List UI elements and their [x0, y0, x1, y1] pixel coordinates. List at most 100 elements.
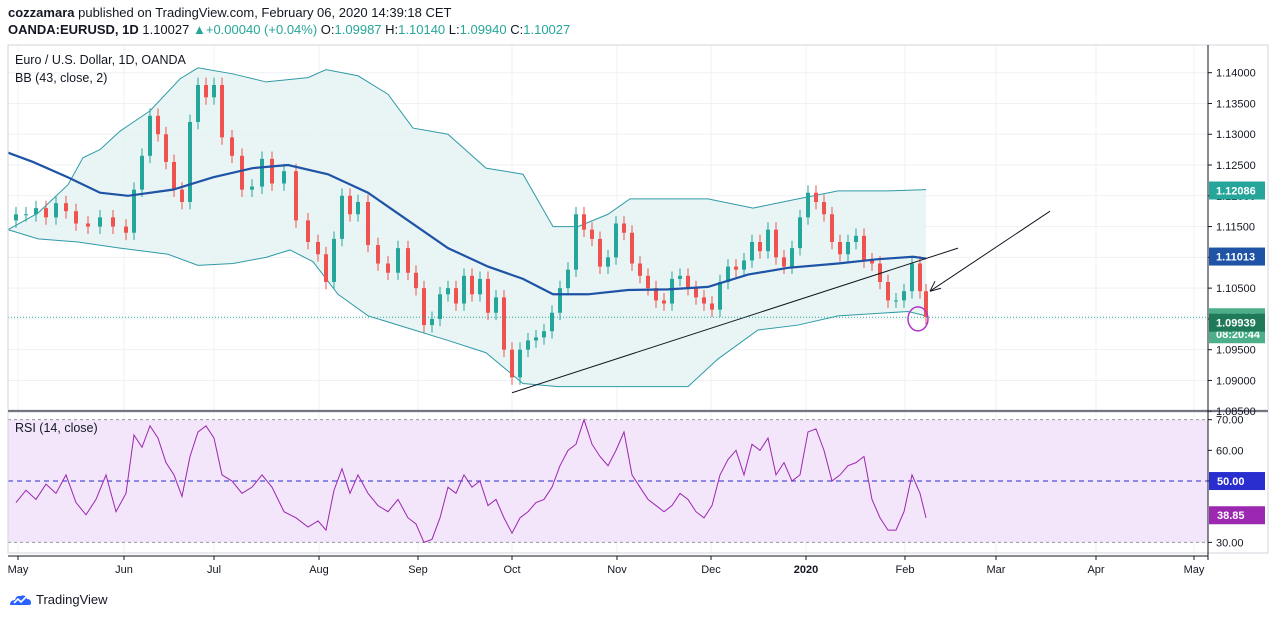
bb-band-fill [8, 67, 926, 387]
bb-basis-price-label: 1.11013 [1216, 252, 1255, 264]
publisher-name[interactable]: cozzamara [8, 5, 75, 20]
triangle-up-icon: ▲ [192, 22, 206, 37]
rsi-tick-label: 60.00 [1216, 445, 1244, 457]
time-tick-label: Apr [1087, 564, 1104, 576]
candle-body [324, 254, 328, 282]
candle-body [758, 241, 762, 252]
price-tick-label: 1.09000 [1216, 375, 1256, 387]
published-text: published on TradingView.com, February 0… [78, 5, 452, 20]
candle-body [702, 297, 706, 304]
candle-body [250, 186, 254, 190]
price-pane[interactable] [7, 67, 1208, 394]
bb-upper-price-label-bg [1209, 181, 1265, 200]
grid-lines [8, 45, 1208, 553]
candle-body [846, 241, 850, 255]
candle-body [550, 312, 554, 332]
candle-body [422, 288, 426, 326]
brand-name: TradingView [36, 592, 108, 607]
candle-body [386, 263, 390, 273]
candle-body [878, 263, 882, 282]
price-tick-label: 1.10000 [1216, 314, 1256, 326]
candle-body [774, 229, 778, 258]
candle-body [886, 281, 890, 301]
candle-body [582, 214, 586, 230]
rsi-last-label: 38.85 [1217, 510, 1245, 522]
candle-body [74, 211, 78, 224]
price-tick-label: 1.08500 [1216, 406, 1256, 418]
candle-body [750, 241, 754, 261]
candle-body [678, 275, 682, 279]
candle-body [438, 294, 442, 319]
rsi-pane[interactable] [8, 418, 1208, 544]
high-label: H: [385, 22, 399, 37]
price-tick-label: 1.13000 [1216, 129, 1256, 141]
open-label: O: [320, 22, 335, 37]
symbol-label: OANDA:EURUSD, 1D [8, 22, 139, 37]
candle-body [240, 155, 244, 190]
rsi-tick-label: 70.00 [1216, 415, 1244, 427]
candle-body [140, 155, 144, 190]
candle-body [606, 257, 610, 267]
candle-body [806, 192, 810, 218]
bb-basis-line [7, 151, 927, 296]
tradingview-logo[interactable]: TradingView [8, 592, 108, 607]
candle-body [534, 337, 538, 341]
candle-body [686, 275, 690, 289]
candle-body [638, 263, 642, 276]
price-pane-frame [7, 44, 1269, 411]
time-tick-label: May [8, 564, 29, 576]
candle-body [726, 266, 730, 282]
candle-body [598, 238, 602, 267]
candle-body [590, 229, 594, 239]
candle-body [790, 248, 794, 267]
open-value: 1.09987 [334, 22, 382, 37]
candle-body [376, 245, 380, 264]
candle-body [64, 203, 68, 212]
rsi-line [15, 418, 927, 544]
candle-body [414, 272, 418, 289]
candle-body [798, 217, 802, 249]
candle-body [782, 257, 786, 267]
close-label: C: [510, 22, 524, 37]
bb-lower-band [7, 229, 927, 388]
candle-body [196, 85, 200, 122]
candle-body [854, 235, 858, 242]
bb-lower-price-label-bg [1209, 313, 1265, 332]
price-tick-label: 1.12500 [1216, 160, 1256, 172]
candle-body [470, 275, 474, 295]
candle-body [396, 248, 400, 273]
price-tick-label: 1.11000 [1216, 252, 1255, 264]
candle-body [542, 331, 546, 338]
time-tick-label: 2020 [794, 564, 818, 576]
candle-body [260, 158, 264, 187]
price-tick-label: 1.11500 [1216, 222, 1255, 234]
ohlc-line: OANDA:EURUSD, 1D 1.10027 ▲+0.00040 (+0.0… [8, 22, 570, 37]
time-tick-label: Oct [503, 564, 520, 576]
time-tick-label: Mar [987, 564, 1006, 576]
rsi-indicator-label: RSI (14, close) [15, 421, 98, 435]
candle-body [862, 235, 866, 261]
last-price-label-bg [1209, 308, 1265, 327]
candle-body [348, 195, 352, 215]
candle-body [340, 195, 344, 239]
candle-body [924, 291, 928, 318]
candle-body [894, 300, 898, 302]
candle-body [838, 241, 842, 255]
rsi-band-fill [8, 419, 1208, 543]
time-tick-label: Aug [309, 564, 329, 576]
low-value: 1.09940 [459, 22, 507, 37]
candle-body [148, 115, 152, 156]
candle-body [814, 192, 818, 202]
candle-body [230, 137, 234, 156]
candle-body [630, 232, 634, 264]
price-tick-label: 1.14000 [1216, 68, 1256, 80]
price-tick-label: 1.09500 [1216, 345, 1256, 357]
candle-body [14, 214, 18, 221]
bb-lower-price-label: 1.09939 [1216, 318, 1256, 330]
candle-body [454, 288, 458, 304]
candle-body [406, 248, 410, 273]
candle-body [462, 275, 466, 304]
candle-body [478, 278, 482, 295]
candle-body [111, 217, 115, 227]
